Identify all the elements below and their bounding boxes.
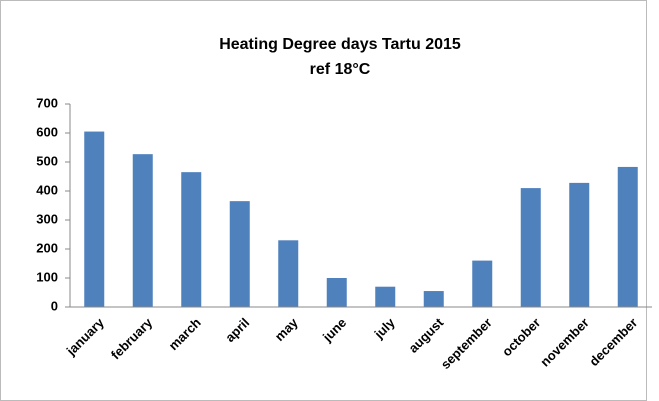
y-tick-label: 700 [36, 95, 58, 110]
y-tick-label: 500 [36, 153, 58, 168]
bar [375, 286, 396, 307]
y-tick-label: 100 [36, 269, 58, 284]
bar [326, 278, 347, 307]
bar [132, 154, 153, 307]
y-tick-label: 200 [36, 240, 58, 255]
y-tick-label: 300 [36, 211, 58, 226]
bar [520, 188, 541, 307]
chart-subtitle: ref 18°C [310, 61, 371, 78]
bar [84, 131, 105, 307]
bar [229, 201, 250, 307]
bar [181, 172, 202, 307]
y-tick-label: 400 [36, 182, 58, 197]
bar [569, 182, 590, 307]
y-tick-label: 0 [51, 298, 58, 313]
bar [617, 166, 638, 307]
chart-title: Heating Degree days Tartu 2015 [219, 36, 461, 53]
bar [423, 291, 444, 307]
bar [278, 240, 299, 307]
bar [472, 260, 493, 307]
y-tick-label: 600 [36, 124, 58, 139]
